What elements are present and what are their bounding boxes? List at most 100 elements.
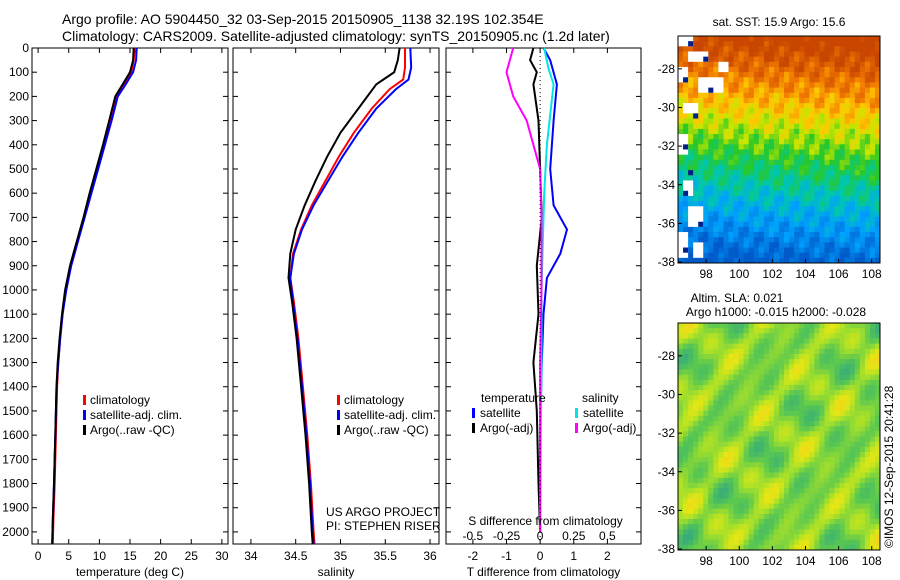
- sst-cell: [763, 108, 770, 114]
- sla-cell: [875, 503, 880, 510]
- sst-cell: [728, 180, 735, 187]
- sst-cell: [804, 247, 810, 254]
- sla-cell: [799, 462, 805, 469]
- sst-cell: [849, 46, 856, 53]
- sla-cell: [698, 503, 704, 510]
- differences-xtick-label: 0: [537, 549, 544, 563]
- sst-cell: [809, 113, 815, 120]
- sst-cell: [728, 201, 735, 207]
- sst-cell: [869, 67, 876, 73]
- sla-cell: [678, 369, 684, 376]
- sla-cell: [723, 539, 730, 546]
- salinity-xtick-label: 34.5: [284, 549, 308, 563]
- sla-cell: [748, 477, 755, 484]
- sla-cell: [814, 436, 820, 443]
- sst-cell: [834, 51, 841, 58]
- sst-cell: [804, 128, 810, 135]
- sst-cell: [743, 144, 750, 151]
- sst-cell: [869, 92, 876, 99]
- sla-cell: [713, 534, 719, 541]
- sst-cell: [799, 118, 805, 125]
- sla-cell: [723, 379, 730, 386]
- sst-cell: [774, 201, 780, 207]
- sst-cell: [854, 72, 861, 78]
- sst-cell: [829, 247, 836, 254]
- sst-cell: [703, 247, 709, 254]
- sla-cell: [799, 384, 805, 391]
- sla-cell: [703, 338, 709, 345]
- sla-cell: [678, 390, 684, 396]
- sst-cell: [809, 56, 815, 63]
- sst-cell: [723, 201, 730, 207]
- sla-cell: [678, 493, 684, 500]
- sst-cell: [834, 242, 841, 249]
- sst-cell: [763, 170, 770, 176]
- sla-cell: [779, 488, 785, 494]
- sla-cell: [733, 534, 740, 541]
- sst-cell: [824, 247, 831, 254]
- sla-cell: [703, 513, 709, 520]
- sst-cell: [844, 221, 851, 228]
- sla-cell: [875, 364, 880, 371]
- sst-cell: [753, 211, 760, 218]
- sla-cell: [678, 519, 684, 525]
- temperature-xtick-label: 15: [123, 549, 137, 563]
- sla-cell: [869, 333, 876, 340]
- sla-cell: [869, 529, 876, 536]
- sst-cell: [779, 165, 785, 171]
- sst-cell: [728, 252, 735, 259]
- sst-cell: [784, 170, 790, 176]
- sst-cell: [703, 154, 709, 161]
- sla-cell: [844, 529, 851, 536]
- sla-cell: [869, 369, 876, 376]
- sst-cell: [804, 103, 810, 109]
- sst-cell: [844, 159, 851, 166]
- sla-cell: [693, 415, 699, 422]
- sst-cell: [779, 128, 785, 135]
- sst-cell: [733, 56, 740, 63]
- sst-cell: [698, 149, 704, 156]
- sla-cell: [839, 482, 846, 489]
- sst-cell: [698, 128, 704, 135]
- sst-cell: [718, 159, 724, 166]
- sst-cell: [794, 61, 800, 68]
- sla-cell: [738, 513, 745, 520]
- sla-cell: [844, 410, 851, 417]
- sla-cell: [683, 524, 689, 530]
- sst-cell: [799, 97, 805, 104]
- sst-cell: [678, 97, 684, 104]
- sla-cell: [789, 374, 795, 381]
- sla-cell: [763, 503, 770, 510]
- sla-cell: [698, 343, 704, 350]
- sst-cell: [723, 56, 730, 63]
- sst-cell: [834, 252, 841, 259]
- sla-cell: [738, 338, 745, 345]
- sst-cell: [718, 118, 724, 125]
- sst-cell: [869, 72, 876, 78]
- sst-cell: [743, 211, 750, 218]
- sst-cell: [738, 113, 745, 120]
- sla-cell: [768, 508, 775, 515]
- sla-cell: [713, 467, 719, 474]
- sla-cell: [829, 544, 836, 550]
- sla-cell: [779, 482, 785, 489]
- sst-cell: [728, 46, 735, 53]
- sst-cell: [809, 221, 815, 228]
- legend-label: Argo(-adj): [480, 421, 533, 435]
- sst-cell: [864, 211, 871, 218]
- sla-cell: [814, 513, 820, 520]
- sst-cell: [748, 232, 755, 238]
- sla-cell: [809, 323, 815, 329]
- sst-cell: [688, 257, 694, 263]
- sst-cell: [688, 237, 694, 243]
- sst-cell: [728, 108, 735, 114]
- sst-cell: [864, 247, 871, 254]
- sla-cell: [854, 457, 861, 463]
- sst-cell: [693, 61, 699, 68]
- sla-cell: [743, 534, 750, 541]
- sst-cell: [784, 149, 790, 156]
- sla-cell: [864, 359, 871, 365]
- sst-cell: [779, 123, 785, 130]
- sst-cell: [875, 36, 880, 42]
- depth-tick-label: 200: [9, 89, 29, 103]
